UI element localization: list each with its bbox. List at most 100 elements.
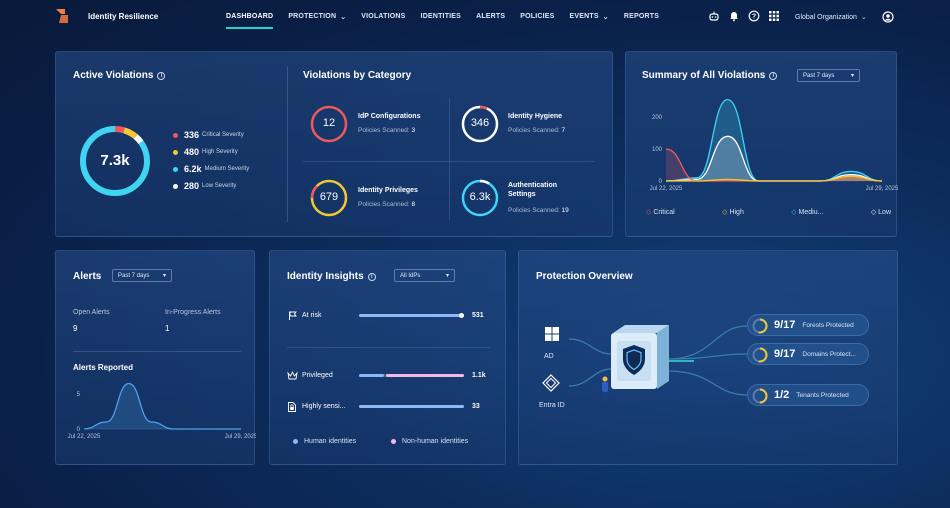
- help-icon[interactable]: ?: [748, 10, 760, 22]
- windows-icon[interactable]: [544, 326, 560, 342]
- divider: [449, 98, 450, 220]
- info-icon[interactable]: i: [769, 72, 778, 80]
- alerts-range-dropdown[interactable]: Past 7 days ▾: [112, 269, 172, 282]
- file-lock-icon: [288, 402, 296, 412]
- protected-label: Tenants Protected: [796, 391, 849, 399]
- legend-label: Critical: [653, 209, 675, 216]
- legend-high[interactable]: ◇ High: [722, 208, 744, 216]
- brand-logo-icon[interactable]: [55, 8, 69, 24]
- legend-non-human[interactable]: Non-human identities: [391, 438, 468, 445]
- y-tick-label: 0: [659, 179, 663, 185]
- category-ring: [461, 105, 499, 143]
- category-scanned: Policies Scanned: 8: [358, 201, 415, 208]
- category-value: 346: [470, 117, 490, 129]
- progress-ring-icon: [752, 318, 768, 334]
- entra-id-icon[interactable]: [542, 374, 560, 392]
- summary-range-dropdown[interactable]: Past 7 days ▾: [797, 69, 860, 82]
- severity-high[interactable]: 480 High Severity: [173, 147, 238, 157]
- category-ring: [310, 105, 348, 143]
- protection-overview-title: Protection Overview: [536, 271, 633, 282]
- in-progress-alerts-value[interactable]: 1: [165, 324, 170, 333]
- dropdown-value: All IdPs: [400, 272, 421, 279]
- scanned-label: Policies Scanned:: [508, 127, 560, 134]
- protected-label: Domains Protect...: [802, 350, 856, 358]
- nav-label: ALERTS: [476, 13, 506, 20]
- legend-critical[interactable]: ◇ Critical: [646, 208, 675, 216]
- severity-medium[interactable]: 6.2k Medium Severity: [173, 164, 249, 174]
- protected-ratio: 1/2: [774, 389, 790, 401]
- legend-marker-icon: ◇: [791, 209, 797, 216]
- category-value: 679: [319, 191, 339, 203]
- active-violations-ring: [80, 126, 150, 196]
- bell-icon[interactable]: [728, 10, 740, 22]
- divider: [287, 347, 490, 348]
- source-ad-label: AD: [544, 353, 554, 360]
- y-tick-label: 0: [77, 427, 81, 433]
- nav-violations[interactable]: VIOLATIONS: [361, 0, 405, 34]
- dropdown-value: Past 7 days: [118, 272, 150, 279]
- ring-segment: [80, 126, 150, 196]
- legend-human[interactable]: Human identities: [293, 438, 356, 445]
- info-icon[interactable]: i: [367, 273, 376, 281]
- y-tick-label: 5: [77, 392, 81, 398]
- legend-low[interactable]: ◇ Low: [871, 208, 891, 216]
- org-label: Global Organization: [795, 14, 857, 21]
- x-tick-label: Jul 29, 2025: [866, 186, 898, 192]
- identity-insights-card: Identity Insights i All IdPs ▾ At risk 531…: [269, 250, 506, 465]
- series-line: [665, 135, 883, 182]
- legend-label: Human identities: [304, 438, 357, 445]
- x-tick-label: Jul 22, 2025: [650, 186, 683, 192]
- scanned-value: 8: [411, 201, 416, 208]
- nav-dashboard[interactable]: DASHBOARD: [226, 0, 274, 34]
- legend-marker-icon: ◇: [646, 209, 652, 216]
- high-dot-icon: [173, 149, 178, 155]
- series-line: [665, 98, 883, 182]
- nav-label: POLICIES: [520, 13, 555, 20]
- nav-reports[interactable]: REPORTS: [624, 0, 659, 34]
- info-icon[interactable]: i: [157, 72, 166, 80]
- divider: [73, 351, 241, 352]
- legend-label: Non-human identities: [402, 438, 469, 445]
- alerts-title: Alerts: [73, 271, 102, 282]
- legend-marker-icon: ◇: [722, 209, 728, 216]
- nav-events[interactable]: EVENTS ⌄: [570, 0, 609, 34]
- bot-icon[interactable]: [708, 10, 720, 22]
- insight-value: 33: [472, 403, 480, 410]
- insight-value: 531: [472, 312, 484, 319]
- category-value: 12: [322, 117, 336, 129]
- severity-critical[interactable]: 336 Critical Severity: [173, 130, 244, 140]
- category-ring: [310, 179, 348, 217]
- chevron-down-icon: ⌄: [340, 14, 347, 21]
- y-tick-label: 200: [652, 115, 663, 121]
- nav-label: EVENTS: [569, 13, 599, 20]
- series-area: [666, 99, 882, 181]
- chevron-down-icon: ⌄: [860, 14, 867, 21]
- severity-label: Critical Severity: [202, 132, 244, 138]
- series-area: [666, 149, 882, 181]
- top-icons: ?: [708, 10, 780, 22]
- open-alerts-value[interactable]: 9: [73, 324, 78, 333]
- org-selector[interactable]: Global Organization ⌄: [795, 13, 867, 21]
- user-avatar-icon[interactable]: [882, 11, 894, 23]
- scanned-label: Policies Scanned:: [358, 201, 410, 208]
- person-figure-icon: [602, 376, 608, 401]
- title-text: Identity Insights: [287, 271, 364, 282]
- severity-low[interactable]: 280 Low Severity: [173, 181, 236, 191]
- domains-protected-pill[interactable]: 9/17 Domains Protect...: [747, 343, 869, 365]
- nav-policies[interactable]: POLICIES: [520, 0, 554, 34]
- active-violations-total: 7.3k: [100, 152, 130, 169]
- category-scanned: Policies Scanned: 19: [508, 207, 569, 214]
- apps-grid-icon[interactable]: [768, 10, 780, 22]
- nav-identities[interactable]: IDENTITIES: [421, 0, 462, 34]
- medium-dot-icon: [173, 166, 178, 172]
- scanned-label: Policies Scanned:: [358, 127, 410, 134]
- nav-protection[interactable]: PROTECTION ⌄: [288, 0, 346, 34]
- series-line: [665, 175, 883, 182]
- idp-filter-dropdown[interactable]: All IdPs ▾: [394, 269, 455, 282]
- nav-alerts[interactable]: ALERTS: [476, 0, 505, 34]
- active-violations-title: Active Violations i: [73, 70, 166, 81]
- tenants-protected-pill[interactable]: 1/2 Tenants Protected: [747, 384, 869, 406]
- legend-medium[interactable]: ◇ Mediu...: [791, 208, 823, 216]
- forests-protected-pill[interactable]: 9/17 Forests Protected: [747, 314, 869, 336]
